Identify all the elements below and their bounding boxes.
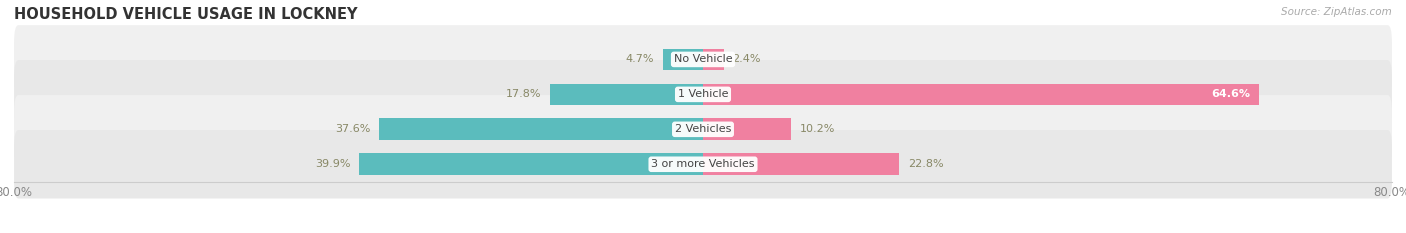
Bar xyxy=(550,83,703,105)
Text: 22.8%: 22.8% xyxy=(908,159,943,169)
Bar xyxy=(703,83,1260,105)
Text: 39.9%: 39.9% xyxy=(315,159,350,169)
Bar xyxy=(703,49,724,70)
Bar xyxy=(703,118,790,140)
Text: Source: ZipAtlas.com: Source: ZipAtlas.com xyxy=(1281,7,1392,17)
FancyBboxPatch shape xyxy=(14,95,1392,164)
Text: 1 Vehicle: 1 Vehicle xyxy=(678,89,728,99)
Text: 17.8%: 17.8% xyxy=(506,89,541,99)
Text: 2.4%: 2.4% xyxy=(733,55,761,64)
Bar xyxy=(703,153,900,175)
Text: 4.7%: 4.7% xyxy=(626,55,654,64)
Text: No Vehicle: No Vehicle xyxy=(673,55,733,64)
FancyBboxPatch shape xyxy=(14,60,1392,129)
Bar xyxy=(360,153,703,175)
Text: 10.2%: 10.2% xyxy=(800,124,835,134)
FancyBboxPatch shape xyxy=(14,130,1392,199)
Text: 3 or more Vehicles: 3 or more Vehicles xyxy=(651,159,755,169)
Text: 2 Vehicles: 2 Vehicles xyxy=(675,124,731,134)
Text: HOUSEHOLD VEHICLE USAGE IN LOCKNEY: HOUSEHOLD VEHICLE USAGE IN LOCKNEY xyxy=(14,7,357,22)
Text: 37.6%: 37.6% xyxy=(335,124,371,134)
Bar xyxy=(662,49,703,70)
Bar xyxy=(380,118,703,140)
FancyBboxPatch shape xyxy=(14,25,1392,94)
Text: 64.6%: 64.6% xyxy=(1212,89,1251,99)
